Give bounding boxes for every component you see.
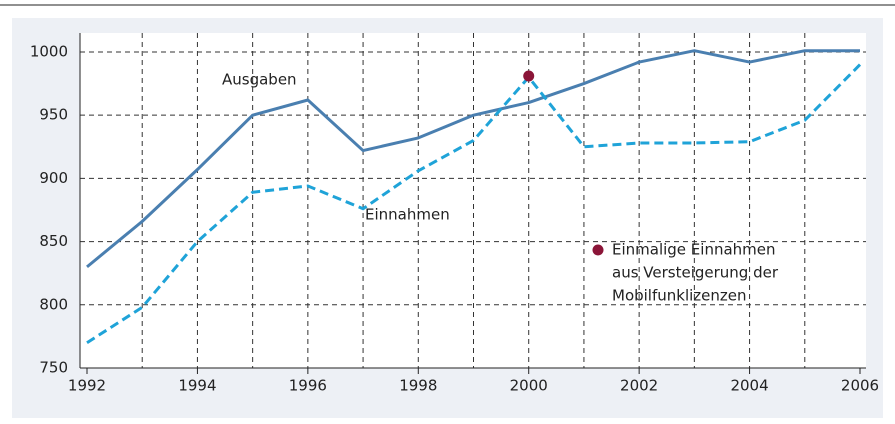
y-tick-label: 1000	[30, 42, 68, 60]
x-tick-label: 2000	[510, 377, 548, 395]
y-tick-label: 750	[39, 359, 68, 377]
x-tick-label: 2006	[841, 377, 879, 395]
y-tick-label: 850	[39, 232, 68, 250]
x-tick-label: 1994	[178, 377, 216, 395]
y-tick-label: 900	[39, 169, 68, 187]
plot-area	[80, 33, 866, 368]
series-label: Ausgaben	[222, 71, 297, 89]
series-line	[86, 49, 860, 269]
annotation-line: aus Versteigerung der	[612, 264, 779, 282]
series-line	[86, 63, 862, 344]
x-tick-label: 1992	[68, 377, 106, 395]
marker	[523, 70, 535, 82]
x-tick-label: 2004	[730, 377, 768, 395]
annotation-line: Mobilfunklizenzen	[612, 287, 747, 305]
annotation-dot	[592, 244, 604, 256]
y-tick-label: 800	[39, 295, 68, 313]
x-tick-label: 1998	[399, 377, 437, 395]
x-tick-label: 2002	[620, 377, 658, 395]
y-tick-label: 950	[39, 106, 68, 124]
series-label: Einnahmen	[365, 206, 450, 224]
annotation-line: Einmalige Einnahmen	[612, 241, 776, 259]
x-tick-label: 1996	[289, 377, 327, 395]
